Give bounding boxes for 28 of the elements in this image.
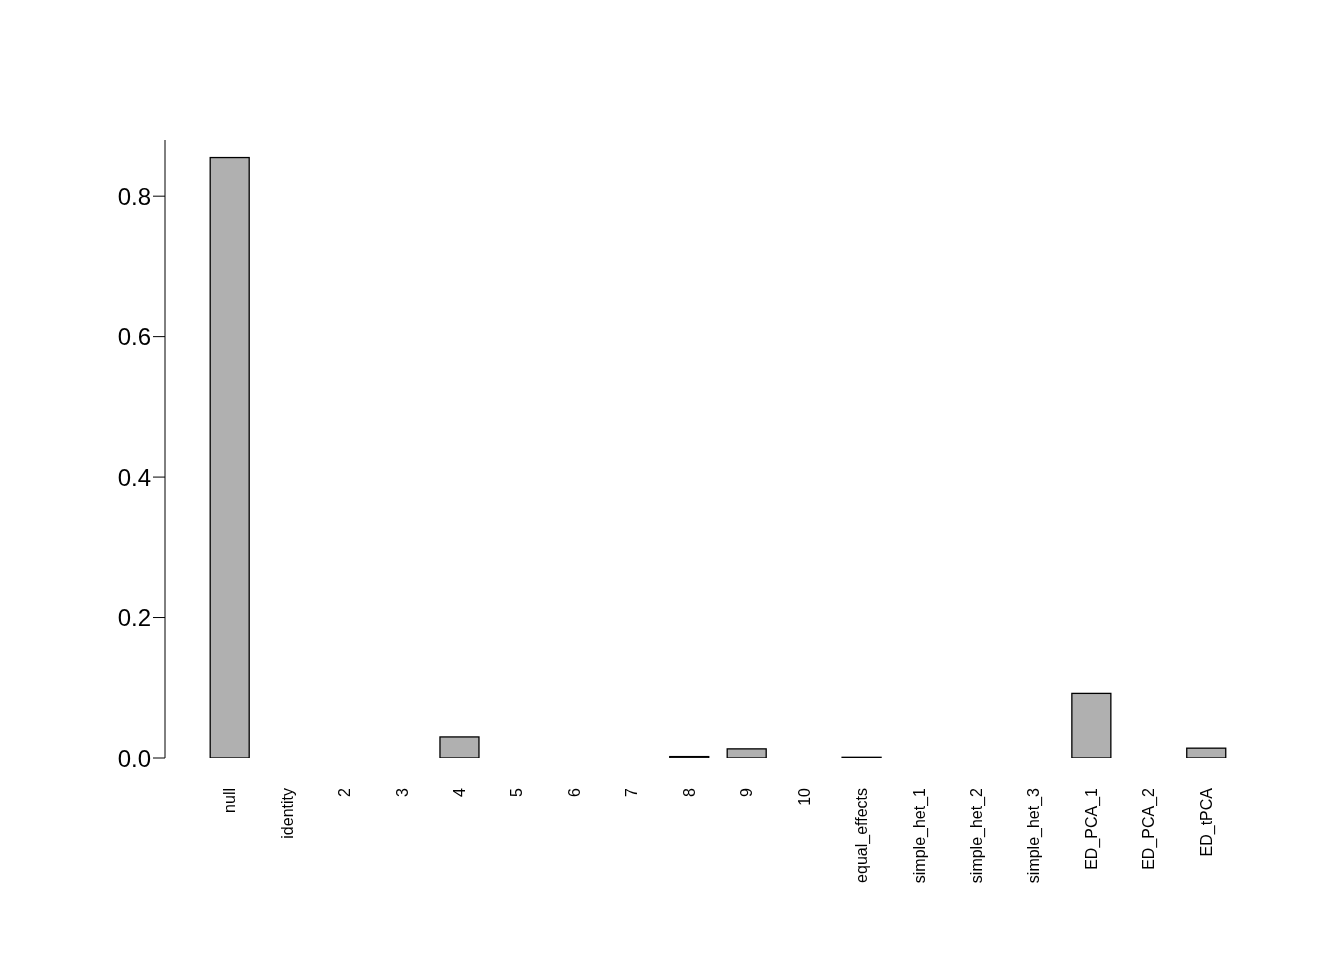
x-tick-label: ED_PCA_2 — [1140, 787, 1159, 870]
x-tick-label: 7 — [623, 787, 641, 797]
y-tick-label: 0.0 — [117, 744, 151, 772]
bar — [1071, 692, 1112, 758]
bar — [1186, 747, 1227, 758]
x-tick-label: 6 — [565, 787, 583, 797]
x-tick-label: 9 — [738, 787, 756, 797]
x-tick-label: 8 — [680, 787, 698, 797]
x-tick-label: identity — [278, 788, 296, 839]
x-tick-label: simple_het_3 — [1025, 787, 1044, 884]
x-tick-label: equal_effects — [853, 788, 872, 883]
y-tick-label: 0.4 — [117, 463, 151, 491]
x-tick-label: null — [221, 788, 239, 813]
x-tick-label: 5 — [508, 787, 526, 797]
x-tick-label: 2 — [336, 787, 354, 797]
y-tick-label: 0.2 — [117, 604, 151, 632]
x-tick-label: simple_het_2 — [968, 787, 986, 884]
x-tick-label: 4 — [451, 787, 468, 797]
bar — [726, 748, 767, 758]
y-tick-label: 0.6 — [117, 323, 151, 351]
bar — [209, 156, 250, 758]
y-tick-label: 0.8 — [117, 182, 151, 210]
x-tick-label: ED_PCA_1 — [1082, 787, 1101, 870]
x-tick-label: 10 — [795, 787, 813, 806]
x-tick-label: ED_tPCA — [1197, 787, 1216, 857]
bar — [439, 736, 480, 758]
x-tick-label: simple_het_1 — [910, 787, 929, 884]
x-tick-label: 3 — [393, 787, 411, 797]
